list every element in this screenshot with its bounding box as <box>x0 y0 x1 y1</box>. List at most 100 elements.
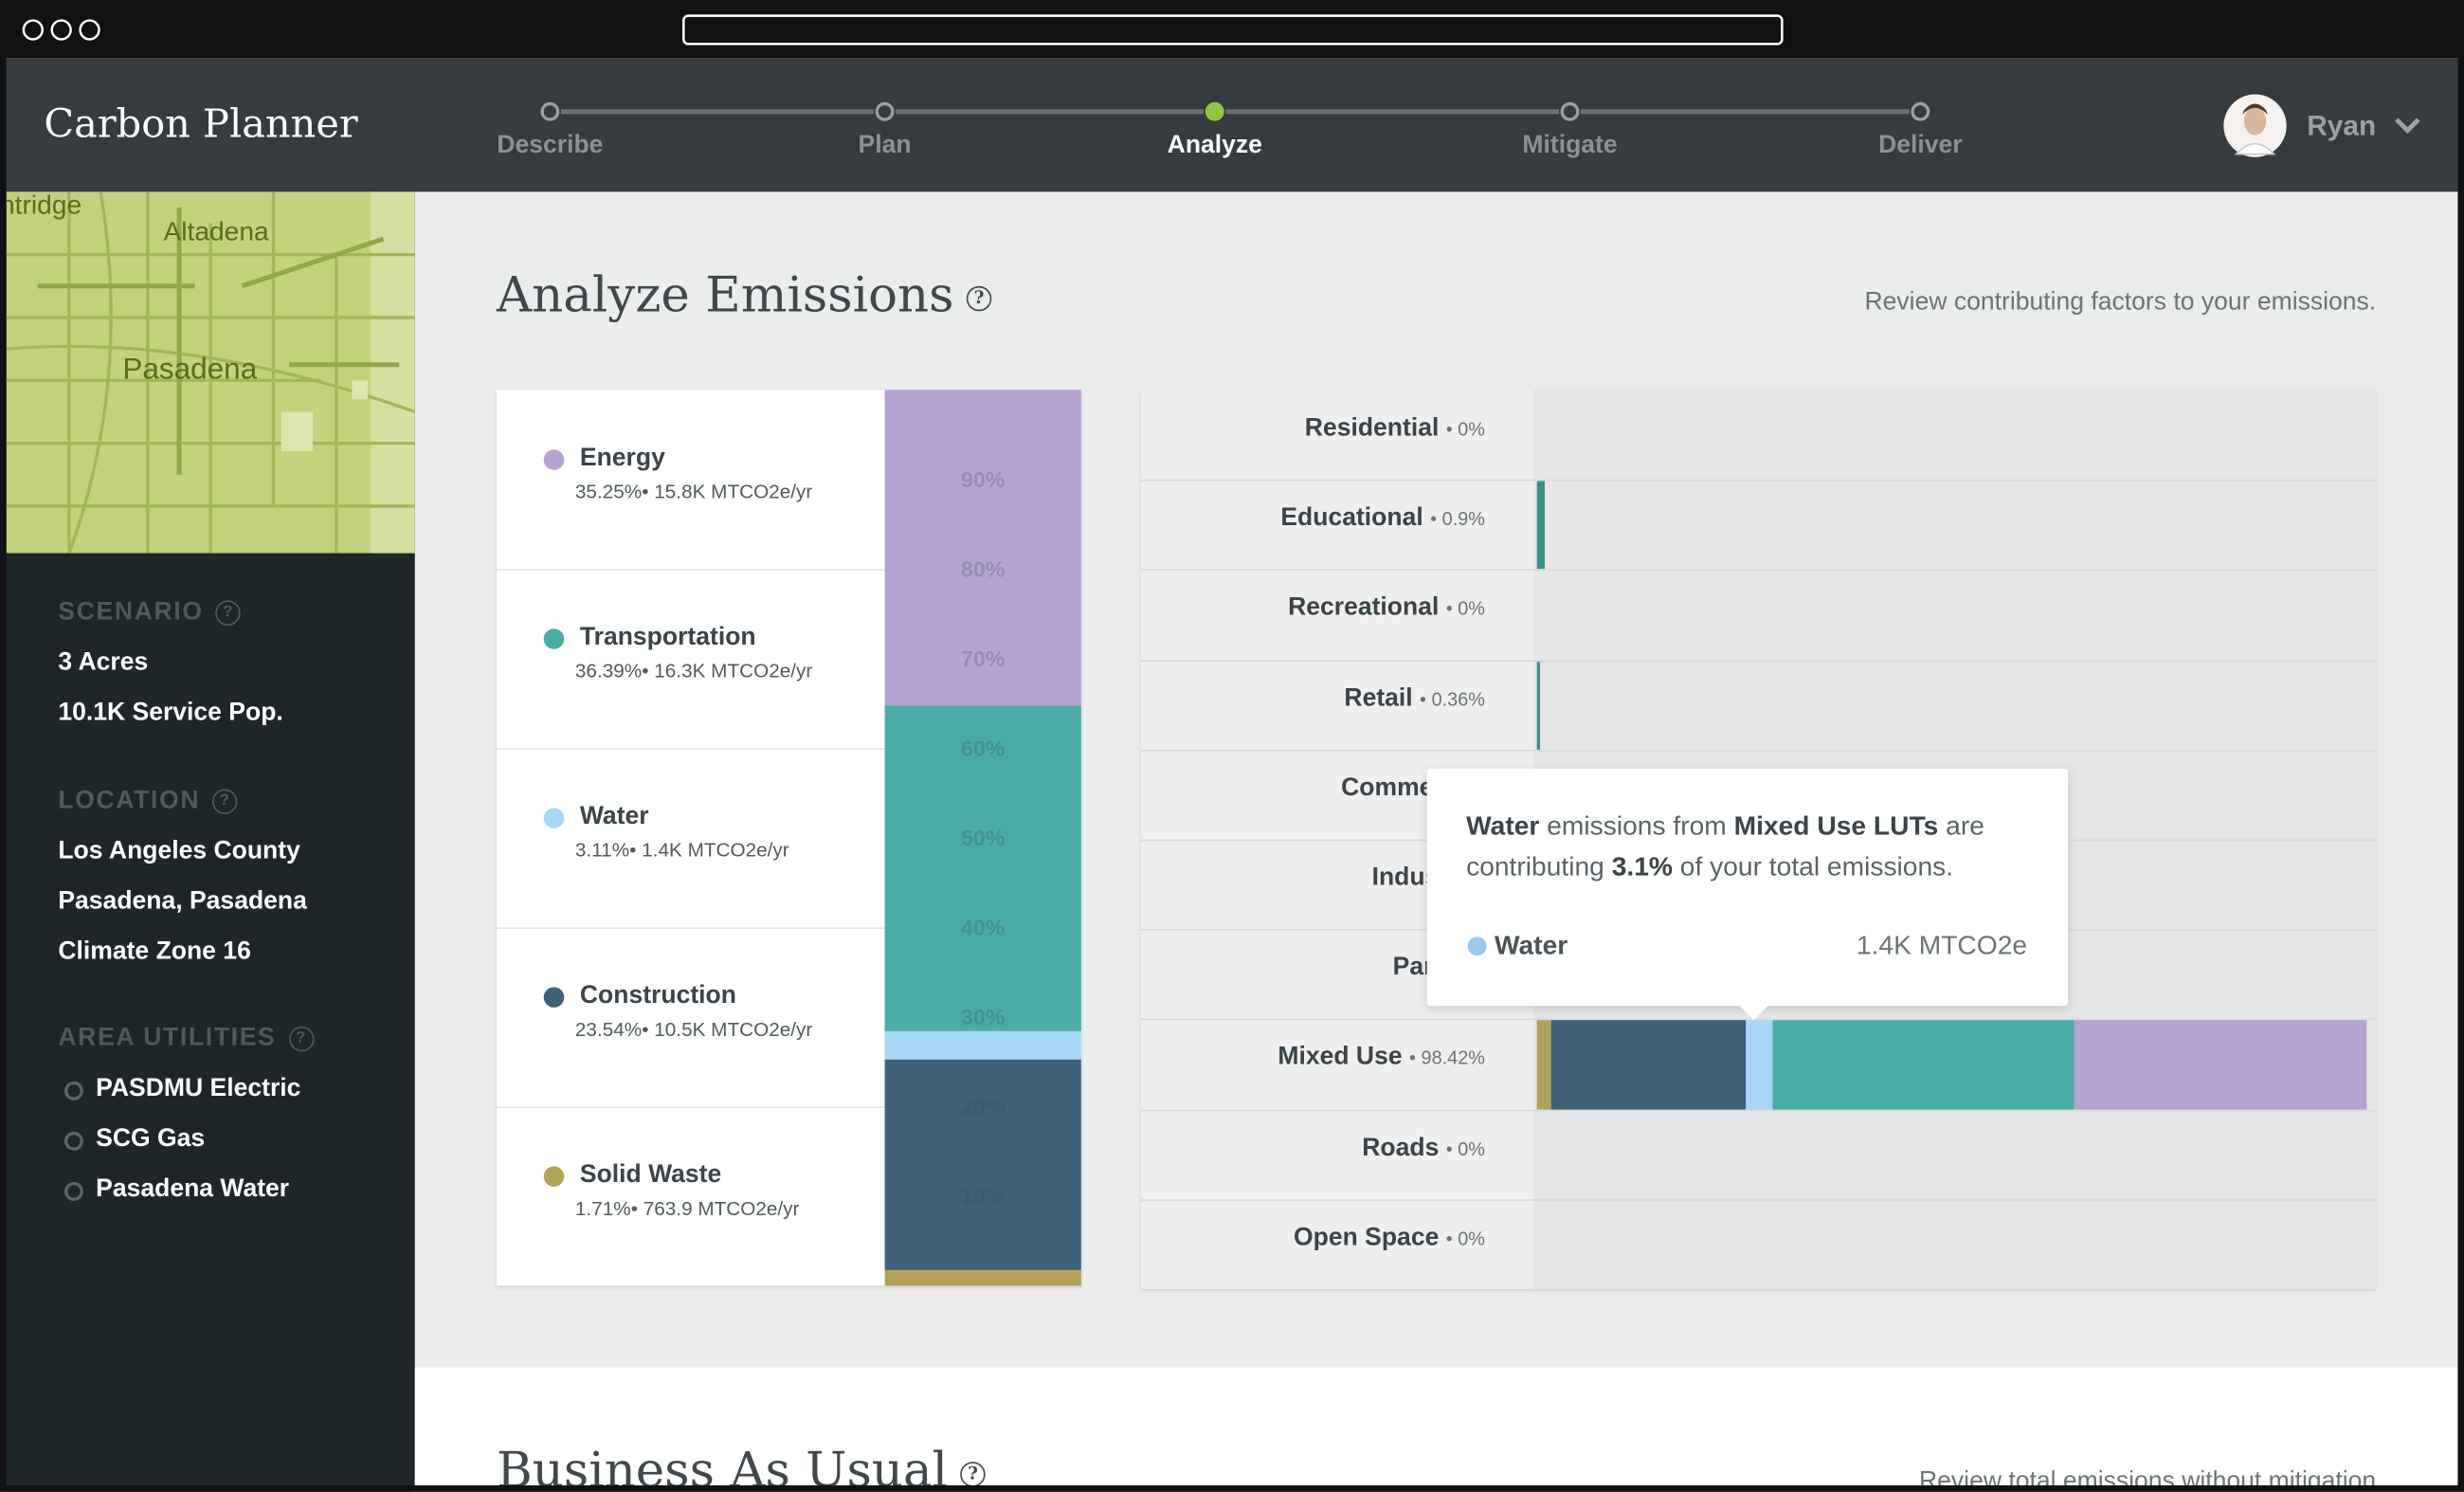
step-dot <box>540 101 560 121</box>
row-divider <box>496 1106 885 1109</box>
land-use-bar <box>1536 661 1540 750</box>
category-dot <box>543 1166 565 1187</box>
land-use-name: Recreational <box>1288 594 1440 622</box>
row-divider <box>496 748 885 750</box>
utility-item: SCG Gas <box>96 1125 206 1153</box>
land-use-name: Roads <box>1362 1134 1440 1161</box>
step-label[interactable]: Plan <box>858 132 912 159</box>
help-icon[interactable] <box>966 284 992 311</box>
category-dot <box>543 449 565 470</box>
category-amount: 15.8K MTCO2e/yr <box>642 481 812 502</box>
step-label[interactable]: Deliver <box>1878 132 1963 159</box>
section-title-text: SCENARIO <box>58 598 204 626</box>
nav-bar <box>0 58 2464 192</box>
tooltip-share: 3.1% <box>1611 851 1673 882</box>
help-icon <box>212 789 238 814</box>
help-icon <box>288 1026 315 1051</box>
category-dot <box>543 808 565 828</box>
category-name[interactable]: Energy <box>579 445 665 472</box>
stack-tick-label: 50% <box>960 825 1006 851</box>
help-icon[interactable] <box>960 1461 986 1486</box>
tooltip-legend-name: Water <box>1494 930 1568 961</box>
category-amount: 10.5K MTCO2e/yr <box>642 1019 812 1041</box>
stack-segment <box>884 1270 1081 1286</box>
user-menu-chevron[interactable] <box>2393 115 2421 136</box>
map-label: ntridge <box>7 191 82 219</box>
section-title: AREA UTILITIES <box>58 1025 315 1053</box>
land-use-label: Residential 0% <box>1305 415 1485 444</box>
land-use-share: 0% <box>1446 1137 1485 1159</box>
stack-tick-label: 70% <box>960 646 1006 672</box>
category-name[interactable]: Transportation <box>579 624 756 651</box>
map[interactable]: ntridge Altadena Pasadena <box>6 191 415 554</box>
stack-tick-label: 30% <box>960 1004 1006 1030</box>
avatar[interactable] <box>2220 91 2290 160</box>
category-share: 3.11% <box>574 839 630 862</box>
tooltip-text: Water emissions from Mixed Use LUTs are … <box>1466 807 2032 888</box>
section-item: Pasadena, Pasadena <box>58 887 307 916</box>
category-share: 35.25% <box>574 481 643 503</box>
page-title: Analyze Emissions <box>496 266 992 324</box>
page-subtitle: Review contributing factors to your emis… <box>1864 289 2377 317</box>
row-divider <box>496 569 885 571</box>
app-name[interactable]: Carbon Planner <box>44 100 358 147</box>
section-item: 10.1K Service Pop. <box>58 699 283 727</box>
row-divider <box>1140 1109 2377 1111</box>
row-divider <box>1140 480 2377 482</box>
land-use-name: Residential <box>1304 414 1440 442</box>
map-label: Altadena <box>163 216 269 246</box>
land-use-share: 0% <box>1446 598 1485 620</box>
stack-tick-label: 20% <box>960 1094 1006 1119</box>
category-name[interactable]: Water <box>579 803 649 830</box>
row-divider <box>1140 1019 2377 1021</box>
category-amount: 16.3K MTCO2e/yr <box>642 660 812 682</box>
land-use-label: Retail 0.36% <box>1344 684 1485 713</box>
stepper <box>540 101 1930 121</box>
step-label[interactable]: Describe <box>497 132 604 159</box>
section-subtitle: Review total emissions without mitigatio… <box>1918 1467 2377 1492</box>
category-name[interactable]: Construction <box>579 982 736 1010</box>
user-name[interactable]: Ryan <box>2307 110 2377 142</box>
section-title-text: LOCATION <box>58 787 201 814</box>
category-name[interactable]: Solid Waste <box>579 1161 722 1189</box>
category-detail: 35.25%15.8K MTCO2e/yr <box>575 481 812 502</box>
land-use-segment <box>1746 1020 1772 1109</box>
category-detail: 3.11%1.4K MTCO2e/yr <box>575 839 789 861</box>
category-share: 23.54% <box>574 1018 643 1041</box>
browser-bar <box>0 0 2464 59</box>
land-use-bar <box>1536 481 1545 570</box>
utility-icon <box>63 1181 83 1201</box>
section-title: Business As Usual <box>497 1443 986 1492</box>
step-label[interactable]: Analyze <box>1167 132 1262 159</box>
land-use-label: Educational 0.9% <box>1280 505 1485 534</box>
land-use-name: Mixed Use <box>1277 1044 1403 1071</box>
category-detail: 1.71%763.9 MTCO2e/yr <box>575 1198 800 1220</box>
browser-controls <box>22 14 1784 45</box>
category-detail: 36.39%16.3K MTCO2e/yr <box>575 660 812 682</box>
category-share: 36.39% <box>574 660 643 682</box>
section-title: SCENARIO <box>58 598 242 628</box>
tooltip: Water emissions from Mixed Use LUTs are … <box>1426 768 2069 1021</box>
land-use-share: 0.36% <box>1420 688 1485 710</box>
land-use-share: 0.9% <box>1430 508 1485 530</box>
section-title: LOCATION <box>58 788 238 816</box>
land-use-segment <box>1536 1020 1551 1109</box>
land-use-segment <box>2074 1020 2366 1109</box>
stack-tick-label: 10% <box>960 1183 1006 1210</box>
map-label: Pasadena <box>122 352 257 386</box>
tooltip-text-part: of your total emissions. <box>1679 851 1954 882</box>
tooltip-category: Water <box>1466 810 1540 842</box>
tooltip-text-part: are contributing <box>1466 810 1984 882</box>
category-amount: 763.9 MTCO2e/yr <box>631 1198 800 1220</box>
page-title-text: Analyze Emissions <box>496 266 954 324</box>
row-divider <box>1140 749 2377 752</box>
row-divider <box>1140 1198 2377 1201</box>
land-use-segment <box>1550 1020 1747 1109</box>
land-use-label: Open Space 0% <box>1294 1224 1485 1252</box>
step-label[interactable]: Mitigate <box>1522 132 1618 159</box>
stack-segment <box>884 1059 1081 1271</box>
land-use-label: Roads 0% <box>1362 1135 1485 1163</box>
tooltip-text-part: emissions from <box>1547 810 1727 842</box>
section-item: Climate Zone 16 <box>58 937 251 966</box>
